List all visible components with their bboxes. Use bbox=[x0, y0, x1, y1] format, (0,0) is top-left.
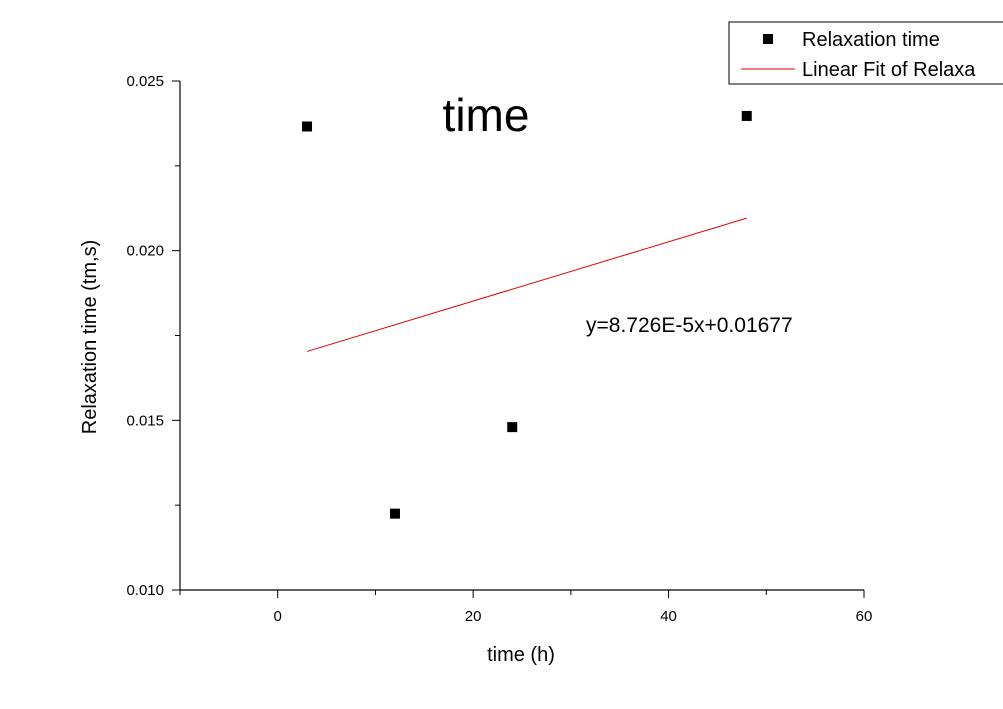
y-axis-label: Relaxation time (tm,s) bbox=[79, 240, 101, 435]
data-point bbox=[507, 422, 518, 433]
y-tick-label: 0.010 bbox=[126, 582, 164, 599]
x-tick-label: 40 bbox=[660, 608, 677, 625]
legend-label-linear-fit: Linear Fit of Relaxa bbox=[802, 59, 976, 81]
legend: Relaxation time Linear Fit of Relaxa bbox=[728, 21, 1003, 85]
fit-line bbox=[306, 217, 747, 352]
legend-box bbox=[728, 21, 1003, 85]
legend-marker-relaxation-time bbox=[763, 34, 773, 44]
data-point bbox=[302, 121, 313, 132]
data-point bbox=[741, 110, 752, 121]
x-tick-label: 0 bbox=[274, 608, 282, 625]
data-point bbox=[389, 508, 400, 519]
axes: 0 20 40 60 0.010 0.015 0.020 0.025 bbox=[126, 73, 872, 625]
y-tick-label: 0.015 bbox=[126, 412, 164, 429]
x-tick-label: 20 bbox=[465, 608, 482, 625]
y-tick-label: 0.020 bbox=[126, 243, 164, 260]
fit-equation-annotation: y=8.726E-5x+0.01677 bbox=[586, 314, 793, 337]
plot-area bbox=[302, 110, 752, 519]
x-tick-label: 60 bbox=[856, 608, 873, 625]
chart-title: time bbox=[443, 89, 530, 141]
legend-label-relaxation-time: Relaxation time bbox=[802, 29, 940, 51]
y-tick-label: 0.025 bbox=[126, 73, 164, 90]
x-axis-label: time (h) bbox=[487, 644, 555, 666]
